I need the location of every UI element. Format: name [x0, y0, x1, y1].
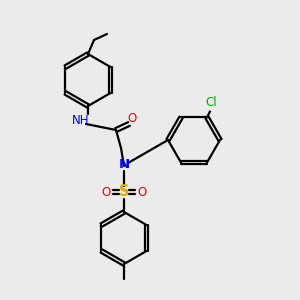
Text: NH: NH	[72, 113, 90, 127]
Text: O: O	[101, 185, 111, 199]
Text: O: O	[137, 185, 147, 199]
Text: O: O	[128, 112, 136, 124]
Text: N: N	[118, 158, 130, 172]
Text: S: S	[119, 184, 129, 200]
Text: Cl: Cl	[205, 97, 217, 110]
